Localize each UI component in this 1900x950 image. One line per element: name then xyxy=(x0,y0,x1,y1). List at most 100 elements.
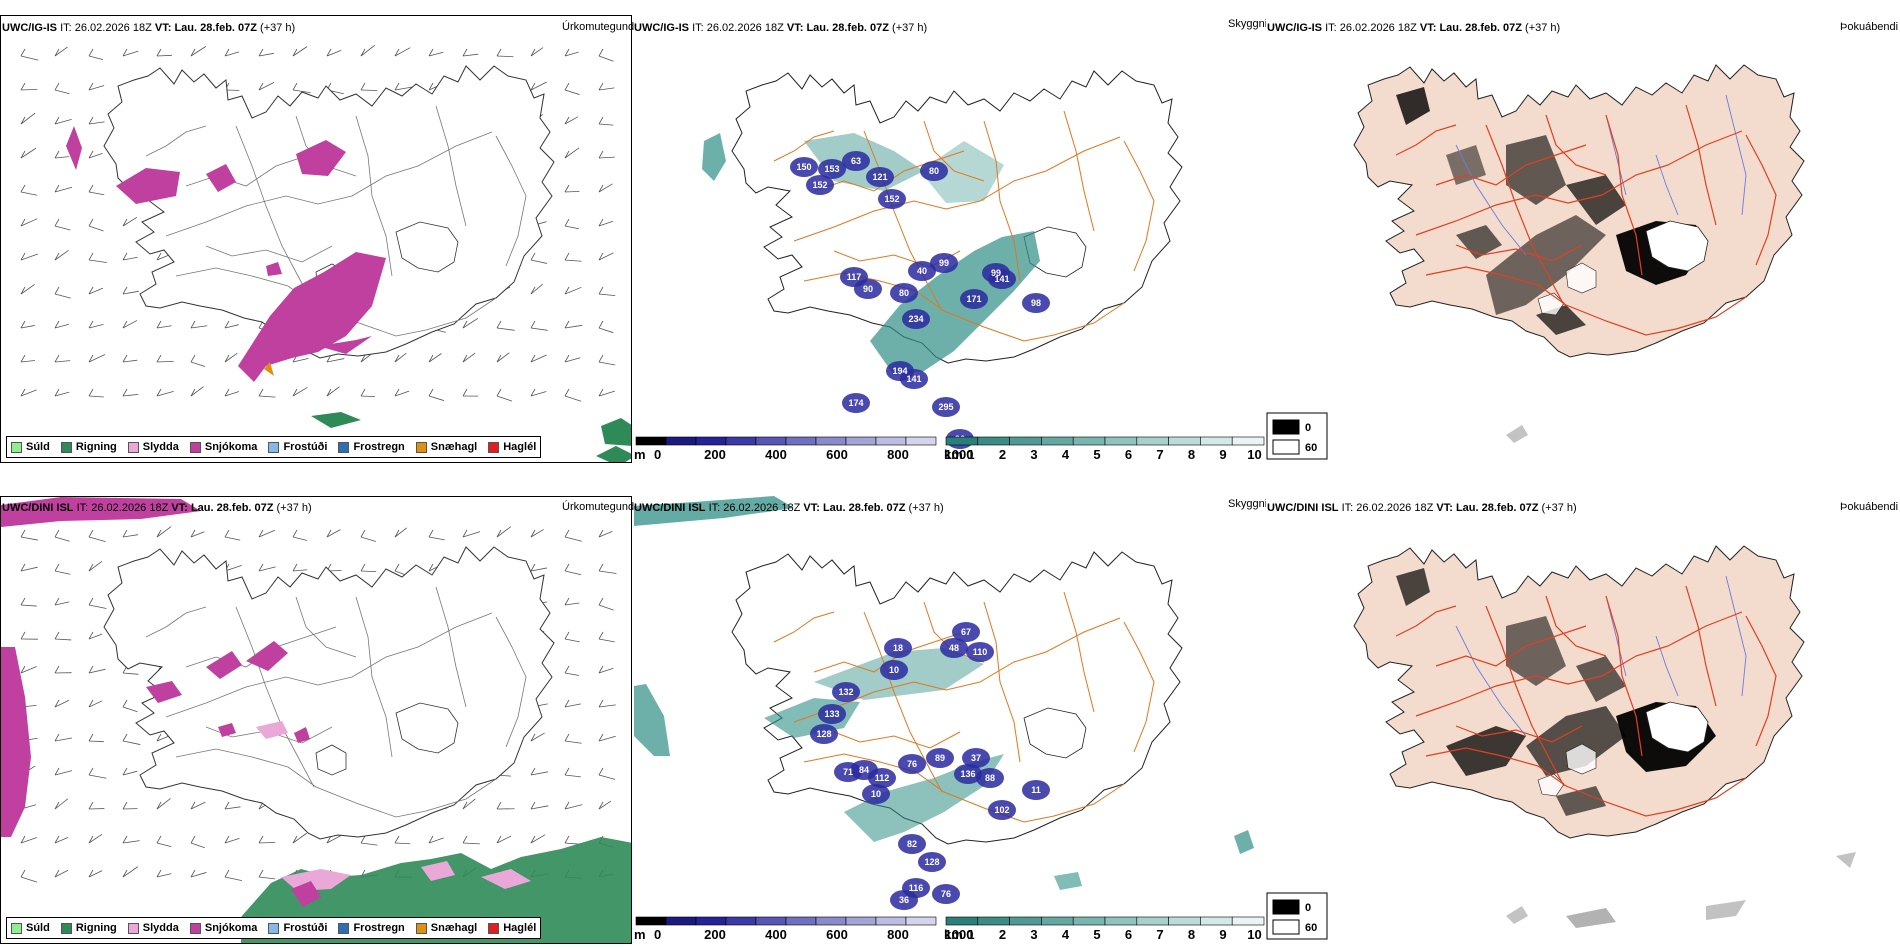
wind-barb xyxy=(224,388,240,397)
wind-barb xyxy=(122,48,139,57)
wind-barb xyxy=(598,286,616,297)
roads-orange-line xyxy=(773,130,835,162)
wind-barb xyxy=(598,800,612,810)
wind-barb xyxy=(598,631,615,643)
ceiling-label: 121 xyxy=(872,172,887,182)
wind-barb xyxy=(428,529,445,541)
ceiling-blob xyxy=(806,175,834,195)
wind-barb xyxy=(530,252,547,264)
wind-barb xyxy=(292,832,307,844)
roads-red-line xyxy=(1745,615,1777,747)
ceiling-blob xyxy=(890,283,918,303)
roads-gray-line xyxy=(205,245,333,263)
wind-barb xyxy=(88,320,104,329)
glacier xyxy=(1645,701,1709,753)
legend-label: Rigning xyxy=(75,441,117,453)
wind-barb xyxy=(530,81,547,91)
fog-area xyxy=(1576,656,1626,702)
ceiling-blob xyxy=(920,161,948,181)
wind-barb xyxy=(224,48,240,57)
wind-barb xyxy=(156,526,172,538)
wind-barb xyxy=(530,801,549,810)
wind-barb xyxy=(462,352,476,363)
fog-area xyxy=(1526,706,1626,776)
wind-barb xyxy=(598,699,616,708)
wind-barb xyxy=(564,320,583,329)
ceiling-label: 80 xyxy=(899,288,909,298)
wind-barb xyxy=(88,561,103,572)
roads-gray-line xyxy=(495,616,527,748)
ceiling-label: 90 xyxy=(863,284,873,294)
wind-barb xyxy=(122,733,141,745)
header-precip-top: UWC/IG-IS IT: 26.02.2026 18Z VT: Lau. 28… xyxy=(2,22,296,34)
snow-area xyxy=(116,168,180,204)
wind-barb xyxy=(564,563,582,576)
roads-red-line xyxy=(1415,130,1743,236)
ceiling-label: 150 xyxy=(796,162,811,172)
wind-barb xyxy=(54,665,72,674)
wind-barb xyxy=(190,46,207,57)
roads-red-line xyxy=(1395,124,1457,156)
wind-barb xyxy=(598,48,614,62)
wind-barb xyxy=(564,699,581,708)
ceiling-blob xyxy=(932,884,960,904)
legend-label: Frostregn xyxy=(353,441,405,453)
ceiling-blob xyxy=(818,704,846,724)
wind-barb xyxy=(564,286,582,295)
ceiling-label: 102 xyxy=(994,805,1009,815)
legend-label: Frostúði xyxy=(283,922,328,934)
low-cloud-area xyxy=(1054,872,1082,890)
low-cloud-area xyxy=(920,141,1004,203)
legend-swatch xyxy=(338,441,350,453)
ceiling-label: 110 xyxy=(973,647,988,657)
fog-title-top: Þokuábendi xyxy=(1840,21,1899,33)
ceiling-label: 133 xyxy=(824,709,839,719)
ceiling-label: 11 xyxy=(1031,785,1041,795)
ceiling-blob xyxy=(862,784,890,804)
snow-area xyxy=(294,727,310,743)
wind-barb xyxy=(122,216,138,227)
wind-barb xyxy=(20,563,38,572)
wind-barb xyxy=(428,388,445,401)
snow-area xyxy=(206,164,236,192)
roads-gray-line xyxy=(355,115,393,277)
ceiling-blob xyxy=(966,642,994,662)
ceiling-blob xyxy=(890,890,918,910)
wind-barb xyxy=(564,218,580,230)
legend-item: Slydda xyxy=(127,441,179,453)
wind-barb xyxy=(122,388,139,397)
ceiling-label: 295 xyxy=(938,402,953,412)
ceiling-blob xyxy=(842,393,870,413)
legend-swatch xyxy=(488,922,500,934)
wind-barb xyxy=(530,283,543,295)
ceiling-label: 36 xyxy=(899,895,909,905)
snow-area xyxy=(246,641,288,671)
ceiling-blob xyxy=(834,762,862,782)
iceland-cloud: 150 1536312115215280117904099802349914117… xyxy=(702,70,1183,449)
sleet-area xyxy=(281,869,351,891)
ceiling-label: 76 xyxy=(907,759,917,769)
wind-barb xyxy=(122,699,138,713)
roads-gray-line xyxy=(435,586,467,708)
wind-barb xyxy=(258,563,276,572)
wind-barb xyxy=(428,835,444,844)
ceiling-label: 152 xyxy=(884,194,899,204)
roads-orange-line xyxy=(1123,621,1155,753)
roads-red-line xyxy=(1605,114,1643,276)
ceiling-blob xyxy=(926,748,954,768)
ceiling-blob xyxy=(908,261,936,281)
legend-swatch xyxy=(415,441,427,453)
wind-barb xyxy=(564,733,582,744)
precip-type-panel-top: Súld Rigning Slydda Snjókoma Frostúði Frostre… xyxy=(0,15,632,463)
wind-barb xyxy=(530,563,548,572)
glacier-outline xyxy=(1023,707,1087,759)
river-line xyxy=(1725,575,1747,697)
river-line xyxy=(1725,94,1747,216)
ceiling-label: 136 xyxy=(960,769,975,779)
wind-barb xyxy=(88,218,104,232)
wind-barb xyxy=(156,320,172,329)
roads-red-line xyxy=(1435,144,1587,186)
ceiling-label: 132 xyxy=(838,687,853,697)
roads-orange-line xyxy=(833,731,961,749)
